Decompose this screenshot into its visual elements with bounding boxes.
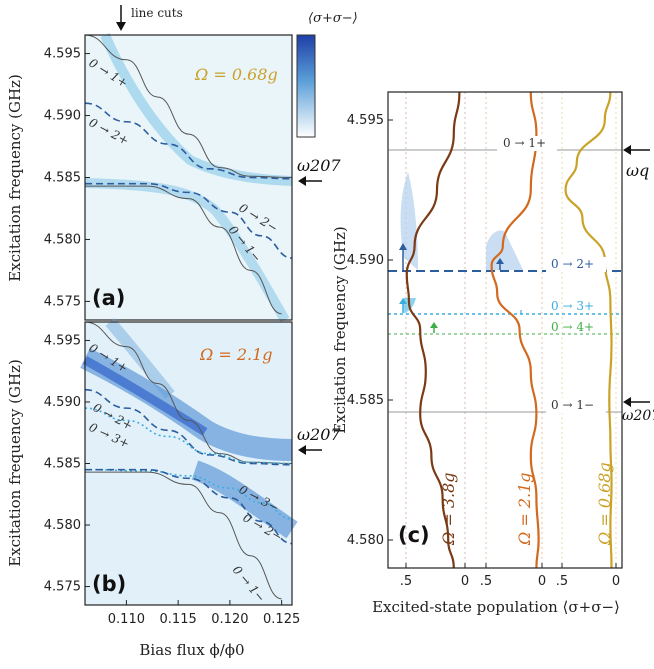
panel-b-tag: (b) (92, 572, 126, 596)
panel-c-trace-0.68g (564, 91, 613, 569)
down-arrow-icon (116, 22, 126, 31)
curve-4 (84, 468, 293, 545)
y-tick-label: 4.590 (44, 109, 81, 124)
panel-c-y-label: Excitation frequency (GHz) (331, 226, 349, 434)
panel-c-level-label-1plus: 0 → 1+ (503, 136, 546, 150)
panel-a-y-ticks: 4.595 4.590 4.585 4.580 4.575 (44, 47, 90, 309)
panel-c-shade-2plus-b (486, 230, 523, 270)
panel-c-omega-q: ωq (626, 161, 649, 180)
panel-a-tag: (a) (92, 286, 125, 310)
panel-b: 4.595 4.590 4.585 4.580 4.575 0.110 0.115 0.12… (6, 318, 300, 659)
left-arrow-icon (298, 445, 306, 455)
y-tick-label: 4.590 (347, 253, 384, 268)
line-cuts-marker: line cuts (116, 5, 183, 31)
panel-c-x-ticks: .5 0 .5 0 .5 0 (400, 563, 620, 589)
colorbar-gradient (296, 34, 316, 138)
x-tick-label: 0 (538, 574, 546, 589)
panel-c-trace-label-2.1g: Ω = 2.1g (515, 472, 534, 546)
panel-c-level-label-bg (546, 398, 606, 413)
panel-b-x-label: Bias flux ϕ/ϕ0 (139, 641, 244, 659)
panel-c-shift-arrows (399, 243, 522, 333)
panel-c-trace-3.8g (405, 91, 461, 569)
panel-a-omega207-marker: ω207 (297, 156, 341, 186)
x-tick-label: 0.125 (263, 612, 300, 627)
y-tick-label: 4.580 (44, 232, 81, 247)
colorbar: ⟨σ+σ−⟩ (296, 11, 358, 138)
x-tick-label: 0.120 (211, 612, 248, 627)
panel-b-signal-core (82, 356, 208, 436)
panel-c-trace-2.1g (490, 91, 540, 569)
panel-c-level-label-3plus: 0 → 3+ (551, 299, 594, 313)
panel-c-level-label-bg (497, 136, 557, 151)
panel-c-x-label: Excited-state population ⟨σ+σ−⟩ (372, 598, 620, 616)
panel-b-signal-lower (191, 460, 298, 539)
y-tick-label: 4.580 (347, 533, 384, 548)
curve-0 (84, 321, 293, 464)
panel-b-omega207-marker: ω207 (297, 425, 341, 455)
panel-c-level-label-4plus: 0 → 4+ (551, 320, 594, 334)
panel-a-signal-lower (84, 178, 290, 323)
x-tick-label: 0 (461, 574, 469, 589)
panel-b-omega207: ω207 (297, 425, 341, 444)
panel-b-y-ticks: 4.595 4.590 4.585 4.580 4.575 (44, 333, 90, 595)
left-arrow-icon (298, 176, 306, 186)
x-tick-label: 0.115 (160, 612, 197, 627)
x-tick-label: .5 (400, 574, 412, 589)
panel-c-trace-label-0.68g: Ω = 0.68g (595, 462, 614, 546)
y-tick-label: 4.595 (44, 333, 81, 348)
panel-b-signal-top (105, 318, 175, 399)
curve-0 (84, 34, 293, 178)
y-tick-label: 4.575 (44, 294, 81, 309)
panel-c-omega207-marker: ω207 (622, 397, 654, 424)
x-tick-label: 0 (612, 574, 620, 589)
y-tick-label: 4.595 (347, 113, 384, 128)
curve-1 (84, 388, 293, 466)
y-tick-label: 4.585 (44, 171, 81, 186)
panel-c-background (388, 92, 622, 568)
line-cuts-label: line cuts (131, 6, 183, 20)
panel-c-level-label-bg (546, 257, 606, 272)
panel-c-omega-q-marker: ωq (623, 145, 650, 180)
x-tick-label: 0.110 (108, 612, 145, 627)
curve-3 (84, 468, 293, 520)
panel-c-trace-label-3.8g: Ω = 3.8g (439, 472, 458, 546)
panel-b-y-label: Excitation frequency (GHz) (6, 359, 24, 567)
colorbar-label: ⟨σ+σ−⟩ (308, 11, 358, 26)
curve-3 (85, 185, 282, 315)
panel-c-guides (405, 92, 617, 568)
panel-c-omega207: ω207 (622, 408, 654, 424)
panel-c-level-label-2plus: 0 → 2+ (551, 257, 594, 271)
y-tick-label: 4.580 (44, 518, 81, 533)
panel-a-omega-label: Ω = 0.68g (194, 65, 278, 84)
panel-a-y-label: Excitation frequency (GHz) (6, 74, 24, 282)
curve-1 (84, 102, 293, 180)
panel-c-level-label-1minus: 0 → 1− (551, 398, 594, 412)
left-arrow-icon (623, 397, 631, 407)
left-arrow-icon (623, 145, 631, 155)
panel-a-omega207: ω207 (297, 156, 341, 175)
curve-2 (84, 182, 293, 259)
y-tick-label: 4.590 (44, 395, 81, 410)
y-tick-label: 4.575 (44, 580, 81, 595)
panel-a-signal-upper (100, 33, 293, 186)
curve-5 (85, 471, 282, 600)
panel-a-curves (84, 34, 293, 315)
panel-c-tag: (c) (398, 523, 430, 547)
y-tick-label: 4.585 (44, 457, 81, 472)
y-tick-label: 4.585 (347, 393, 384, 408)
x-tick-label: .5 (480, 574, 492, 589)
y-tick-label: 4.595 (44, 47, 81, 62)
panel-c-y-ticks: 4.595 4.590 4.585 4.580 (347, 113, 393, 548)
x-tick-label: .5 (556, 574, 568, 589)
panel-b-omega-label: Ω = 2.1g (199, 345, 273, 364)
panel-b-curves (84, 321, 293, 600)
panel-c: 4.595 4.590 4.585 4.580 .5 0 .5 0 .5 0 0 → 1+ 0 … (331, 91, 623, 616)
panel-b-x-ticks: 0.110 0.115 0.120 0.125 (108, 600, 300, 627)
panel-c-frame (387, 91, 623, 569)
